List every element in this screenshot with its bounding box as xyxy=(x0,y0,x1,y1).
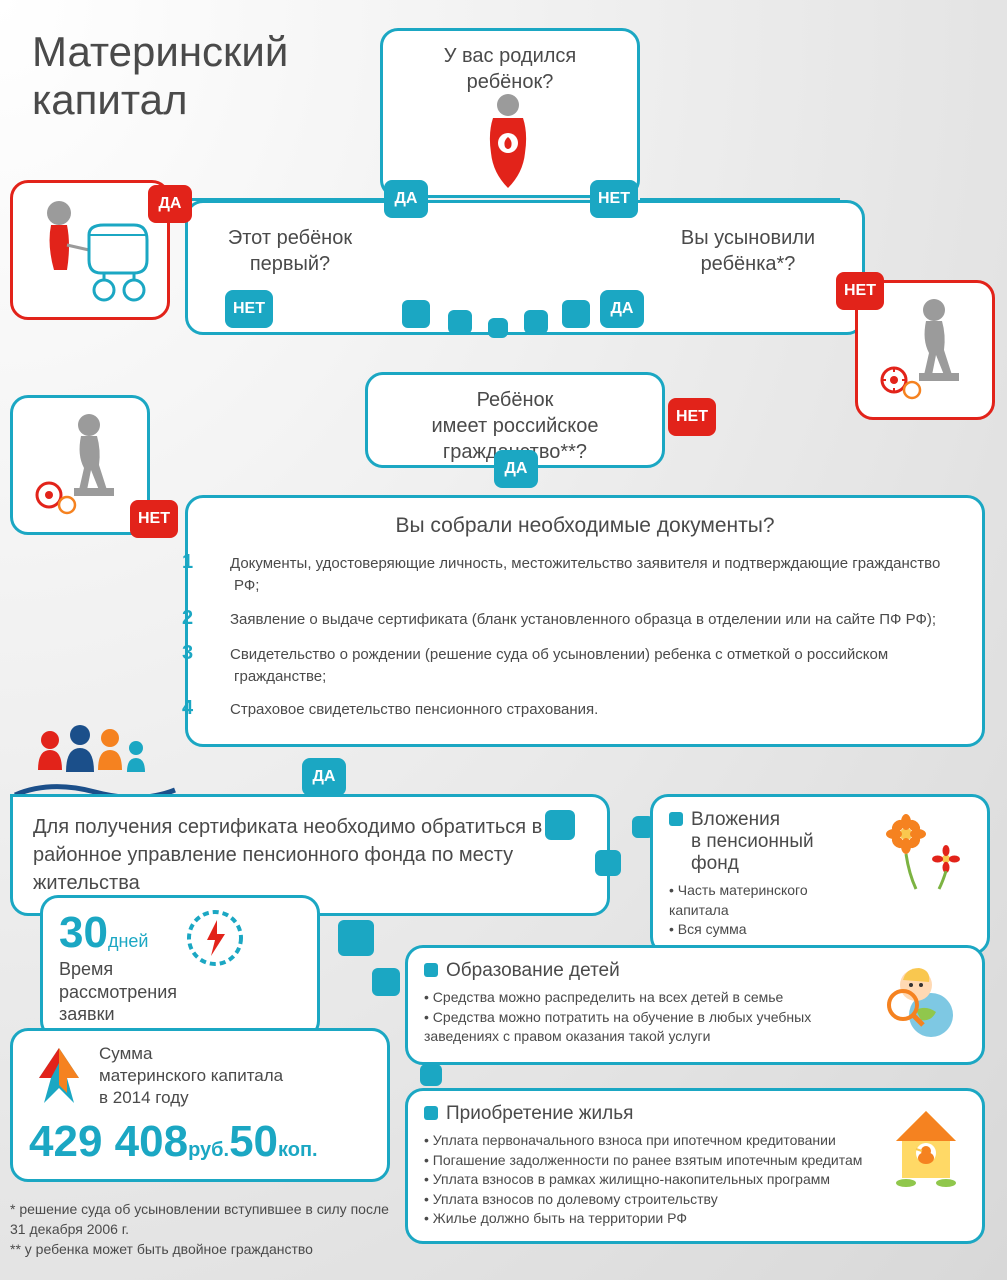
days-unit: дней xyxy=(108,931,149,951)
footnote-2: ** у ребенка может быть двойное гражданс… xyxy=(10,1240,390,1260)
question-birth-text: У вас родился ребёнок? xyxy=(399,43,621,95)
amount-box: Сумма материнского капитала в 2014 году … xyxy=(10,1028,390,1182)
pension-bullet-2: • Вся сумма xyxy=(669,920,871,940)
child-globe-icon xyxy=(881,960,966,1050)
education-box: Образование детей • Средства можно распр… xyxy=(405,945,985,1065)
housing-box: Приобретение жилья • Уплата первоначальн… xyxy=(405,1088,985,1244)
doc-item-4: 4Страховое свидетельство пенсионного стр… xyxy=(208,695,962,722)
days-number: 30 xyxy=(59,908,108,957)
edu-bullet-2: • Средства можно потратить на обучение в… xyxy=(424,1008,869,1047)
edu-bullet-1: • Средства можно распределить на всех де… xyxy=(424,988,869,1008)
doc-item-3: 3Свидетельство о рождении (решение суда … xyxy=(208,640,962,687)
doc-item-1: 1Документы, удостоверяющие личность, мес… xyxy=(208,549,962,596)
badge-docs-no: НЕТ xyxy=(130,500,178,538)
question-adopt: Вы усыновили ребёнка*? xyxy=(648,225,848,277)
page-title: Материнский капитал xyxy=(32,28,288,125)
arrow-up-icon xyxy=(29,1043,89,1113)
thinker-icon xyxy=(874,295,984,410)
pension-box: Вложения в пенсионный фонд • Часть матер… xyxy=(650,794,990,955)
badge-birth-yes: ДА xyxy=(384,180,428,218)
clock-lightning-icon xyxy=(185,908,245,968)
badge-adopt-no: НЕТ xyxy=(836,272,884,310)
badge-first-yes: ДА xyxy=(148,185,192,223)
badge-docs-yes: ДА xyxy=(302,758,346,796)
flowers-icon xyxy=(881,809,971,899)
question-birth: У вас родился ребёнок? xyxy=(380,28,640,198)
amount-label: Сумма материнского капитала в 2014 году xyxy=(99,1043,283,1109)
amount-rub-unit: руб. xyxy=(188,1139,229,1161)
amount-kop: 50 xyxy=(229,1117,278,1166)
documents-box: Вы собрали необходимые документы? 1Докум… xyxy=(185,495,985,747)
house-b5: • Жилье должно быть на территории РФ xyxy=(424,1209,874,1229)
doc-item-2: 2Заявление о выдаче сертификата (бланк у… xyxy=(208,605,962,632)
house-b1: • Уплата первоначального взноса при ипот… xyxy=(424,1131,874,1151)
thinker-left xyxy=(10,395,150,535)
stroller-icon xyxy=(29,195,159,310)
badge-adopt-yes: ДА xyxy=(600,290,644,328)
footnote-1: * решение суда об усыновлении вступившее… xyxy=(10,1200,390,1239)
amount-rub: 429 408 xyxy=(29,1117,188,1166)
house-b4: • Уплата взносов по долевому строительст… xyxy=(424,1190,874,1210)
house-b3: • Уплата взносов в рамках жилищно-накопи… xyxy=(424,1170,874,1190)
badge-citizen-no: НЕТ xyxy=(668,398,716,436)
days-label: Время рассмотрения заявки xyxy=(59,958,177,1026)
house-b2: • Погашение задолженности по ранее взяты… xyxy=(424,1151,874,1171)
stroller-result xyxy=(10,180,170,320)
education-title: Образование детей xyxy=(424,960,869,982)
pension-title: Вложения в пенсионный фонд xyxy=(669,809,871,875)
amount-kop-unit: коп. xyxy=(278,1139,318,1161)
badge-citizen-yes: ДА xyxy=(494,450,538,488)
thinker-icon xyxy=(29,410,139,525)
badge-first-no: НЕТ xyxy=(225,290,273,328)
housing-title: Приобретение жилья xyxy=(424,1103,874,1125)
pregnant-woman-icon xyxy=(463,93,553,193)
badge-birth-no: НЕТ xyxy=(590,180,638,218)
docs-title: Вы собрали необходимые документы? xyxy=(208,512,962,539)
certificate-text: Для получения сертификата необходимо обр… xyxy=(33,813,587,897)
question-first: Этот ребёнок первый? xyxy=(200,225,380,277)
days-box: 30дней Время рассмотрения заявки xyxy=(40,895,320,1039)
birdhouse-icon xyxy=(886,1103,966,1193)
pension-bullet-1: • Часть материнского капитала xyxy=(669,881,871,920)
